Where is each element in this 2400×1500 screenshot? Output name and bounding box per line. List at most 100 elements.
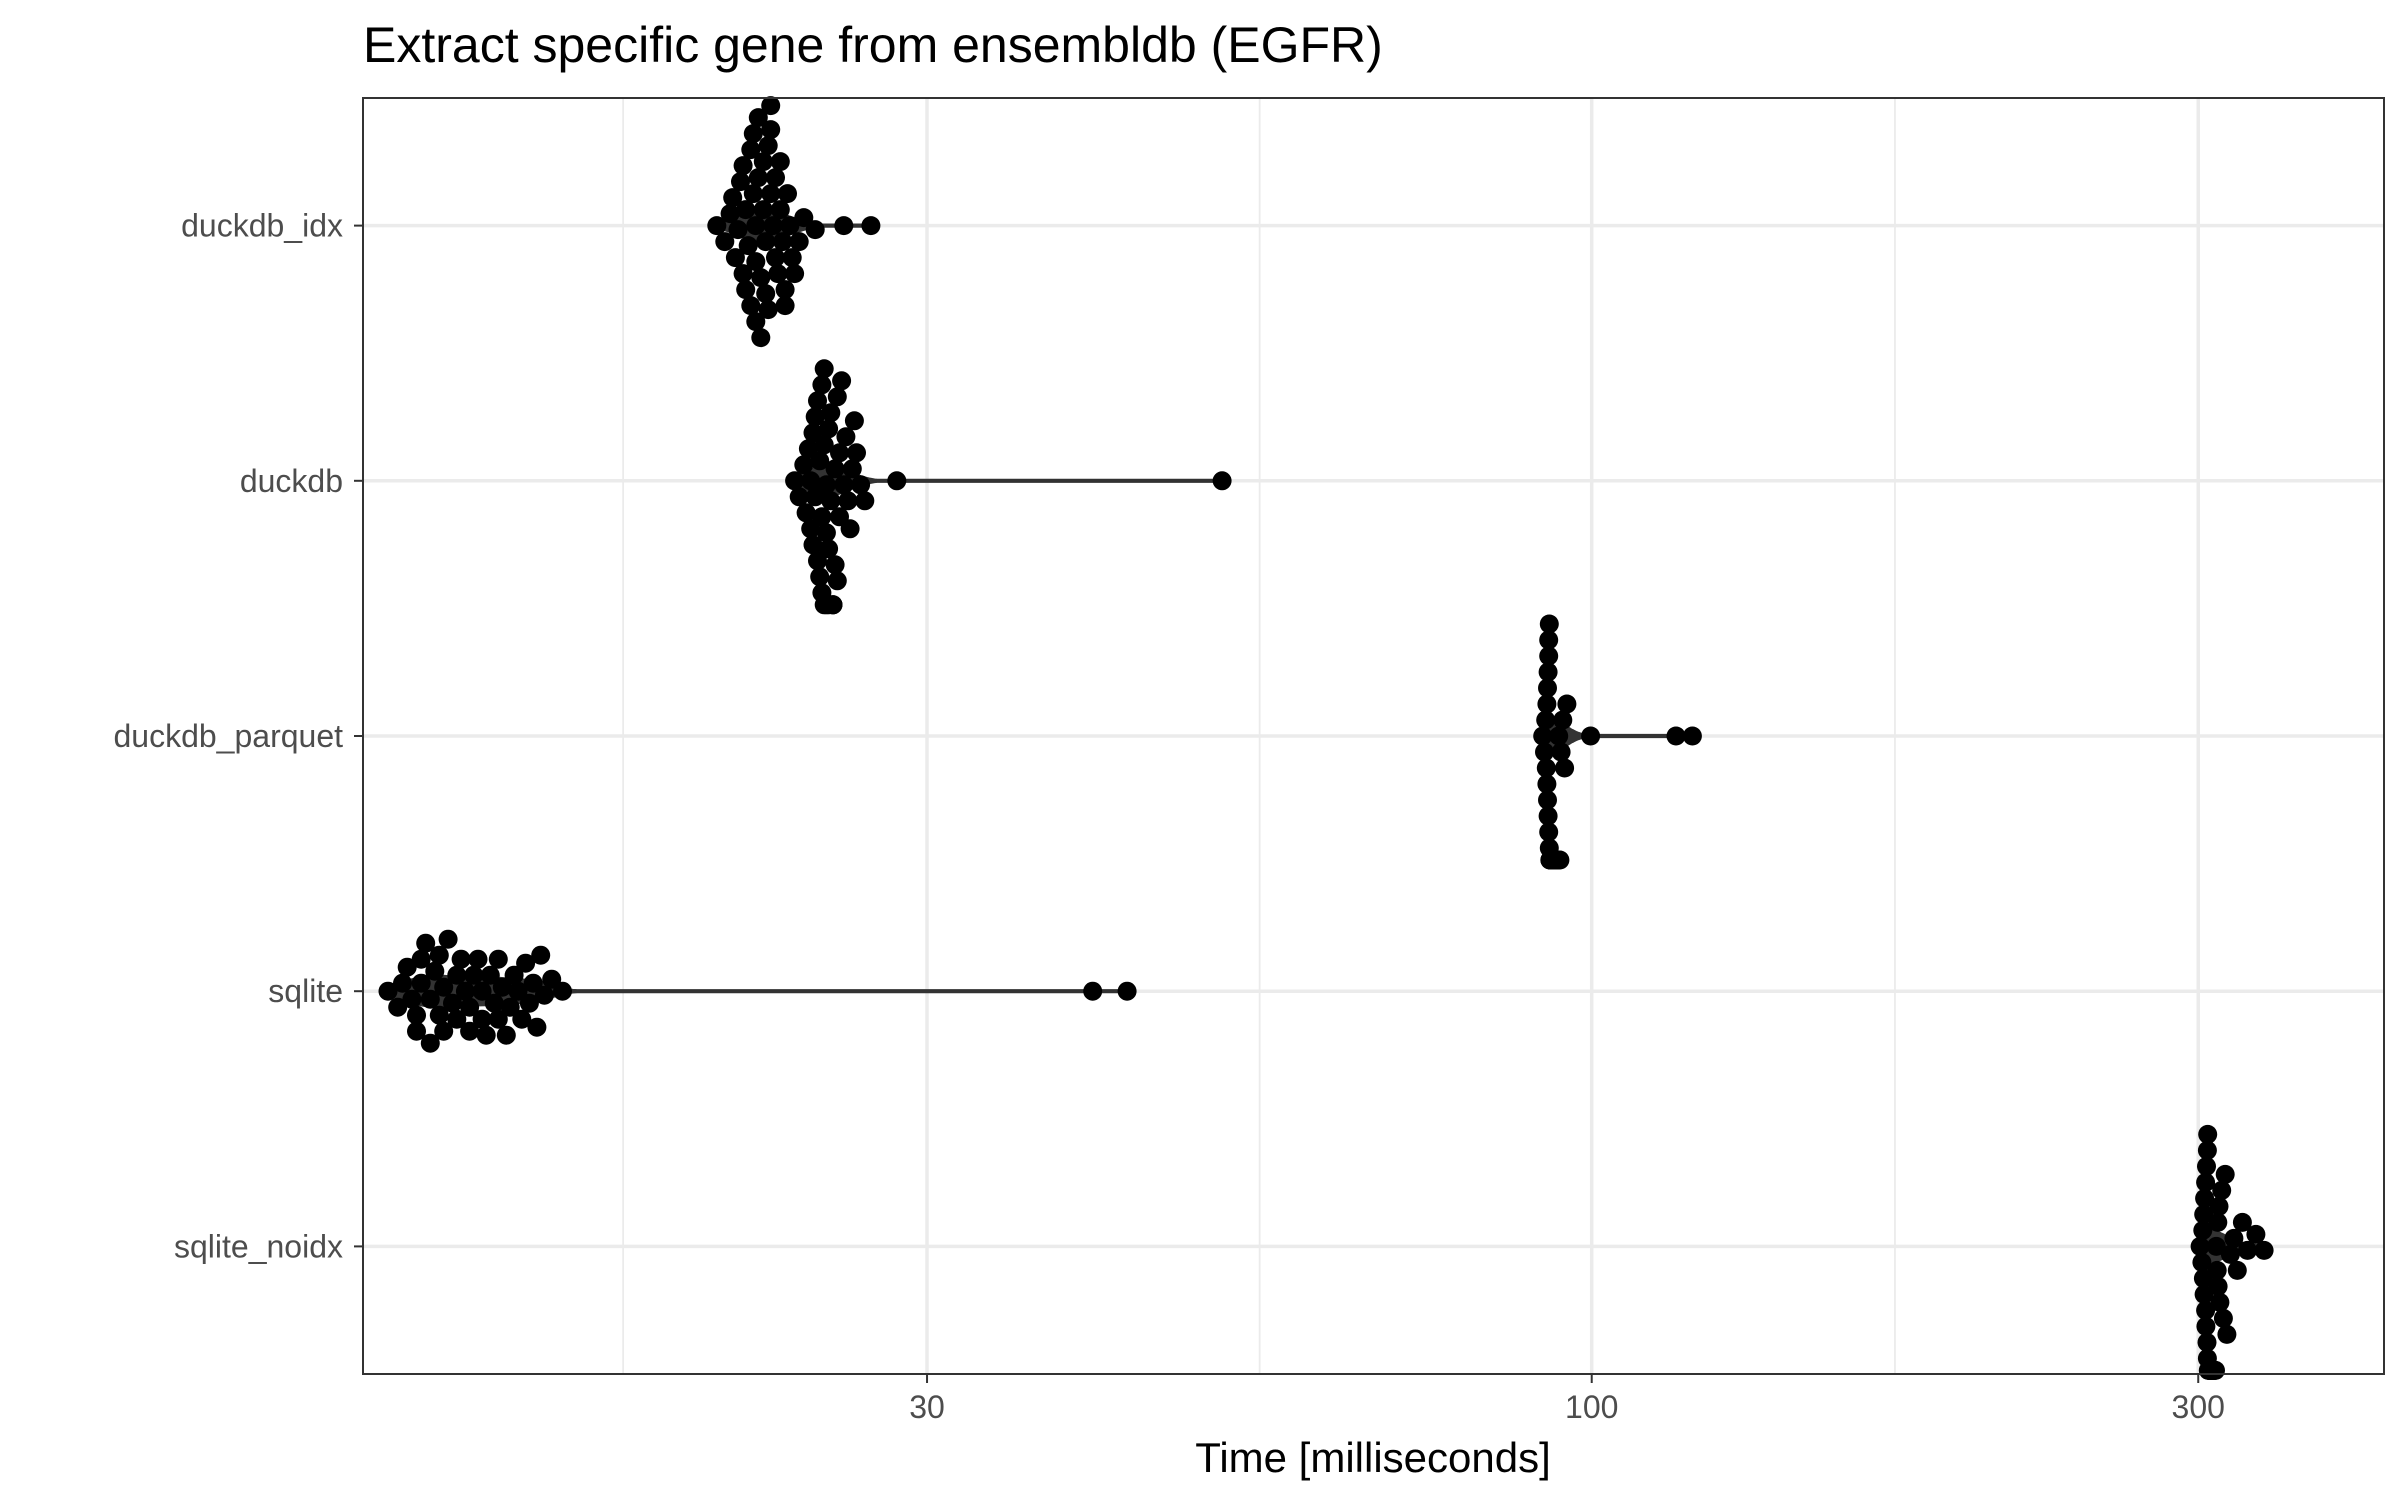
data-point-sqlite bbox=[443, 993, 462, 1013]
data-point-duckdb_idx bbox=[741, 140, 761, 160]
data-point-duckdb_idx bbox=[782, 248, 802, 268]
data-point-duckdb bbox=[844, 411, 864, 431]
data-point-duckdb bbox=[840, 519, 860, 539]
data-point-duckdb_idx bbox=[738, 236, 758, 256]
data-point-sqlite bbox=[516, 953, 536, 973]
data-point-sqlite bbox=[411, 949, 431, 969]
data-point-duckdb bbox=[796, 503, 816, 523]
data-point-duckdb_idx bbox=[751, 328, 771, 348]
data-point-sqlite_noidx bbox=[2208, 1276, 2228, 1296]
data-point-sqlite_noidx bbox=[2210, 1292, 2230, 1312]
data-point-sqlite bbox=[472, 981, 492, 1001]
data-point-duckdb bbox=[808, 391, 827, 411]
data-point-sqlite bbox=[378, 981, 398, 1001]
data-point-duckdb_idx bbox=[785, 264, 805, 284]
data-point-duckdb_parquet bbox=[1538, 662, 1558, 682]
data-point-sqlite_noidx bbox=[2213, 1308, 2233, 1328]
data-point-sqlite bbox=[553, 981, 572, 1001]
data-point-duckdb_idx bbox=[751, 268, 771, 288]
x-tick-label: 30 bbox=[909, 1389, 945, 1425]
data-point-duckdb_idx bbox=[715, 232, 735, 252]
data-point-sqlite_noidx bbox=[2217, 1324, 2237, 1344]
data-point-duckdb_parquet bbox=[1538, 806, 1558, 826]
data-point-sqlite bbox=[504, 965, 524, 985]
data-point-duckdb_idx bbox=[768, 264, 788, 284]
data-point-sqlite bbox=[492, 977, 512, 997]
y-tick-label: duckdb_idx bbox=[181, 208, 343, 244]
data-point-duckdb bbox=[812, 507, 832, 527]
data-point-duckdb bbox=[812, 375, 832, 395]
data-point-sqlite_noidx bbox=[2198, 1124, 2218, 1144]
data-point-duckdb_parquet bbox=[1553, 710, 1573, 730]
data-point-sqlite_noidx bbox=[2238, 1240, 2257, 1260]
data-point-duckdb_parquet bbox=[1550, 850, 1570, 870]
data-point-sqlite bbox=[407, 1005, 426, 1025]
data-point-sqlite bbox=[411, 973, 431, 993]
data-point-sqlite bbox=[484, 993, 504, 1013]
data-point-duckdb_parquet bbox=[1682, 726, 1702, 746]
data-point-duckdb_idx bbox=[723, 188, 743, 208]
data-point-sqlite_noidx bbox=[2206, 1360, 2225, 1380]
data-point-duckdb_idx bbox=[748, 168, 768, 188]
data-point-sqlite_noidx bbox=[2194, 1284, 2214, 1304]
data-point-duckdb_parquet bbox=[1555, 758, 1575, 778]
data-point-duckdb bbox=[830, 443, 849, 463]
data-marks bbox=[378, 96, 2274, 1380]
data-point-sqlite_noidx bbox=[2227, 1260, 2247, 1280]
data-point-sqlite bbox=[388, 997, 408, 1017]
data-point-duckdb_idx bbox=[756, 284, 776, 304]
data-point-duckdb bbox=[814, 435, 834, 455]
data-point-duckdb_parquet bbox=[1539, 822, 1559, 842]
data-point-sqlite bbox=[420, 1033, 440, 1053]
data-point-duckdb_idx bbox=[720, 204, 740, 224]
data-point-duckdb_idx bbox=[778, 184, 797, 204]
data-point-duckdb_idx bbox=[746, 312, 766, 332]
data-point-sqlite_noidx bbox=[2209, 1196, 2229, 1216]
data-point-duckdb_idx bbox=[766, 248, 785, 268]
data-point-sqlite_noidx bbox=[2207, 1260, 2227, 1280]
data-point-sqlite bbox=[464, 965, 484, 985]
y-tick-label: sqlite_noidx bbox=[174, 1228, 343, 1264]
data-point-sqlite_noidx bbox=[2195, 1188, 2215, 1208]
data-point-duckdb bbox=[821, 491, 841, 511]
data-point-sqlite bbox=[1083, 981, 1103, 1001]
data-point-duckdb bbox=[842, 459, 862, 479]
data-point-duckdb_idx bbox=[733, 156, 753, 176]
data-point-sqlite_noidx bbox=[2254, 1240, 2274, 1260]
data-point-duckdb bbox=[825, 555, 845, 575]
data-point-sqlite bbox=[512, 1009, 532, 1029]
data-point-duckdb_idx bbox=[766, 168, 785, 188]
y-tick-label: sqlite bbox=[268, 973, 343, 1009]
data-point-sqlite_noidx bbox=[2197, 1156, 2216, 1176]
data-point-duckdb bbox=[887, 471, 907, 491]
data-point-sqlite bbox=[531, 945, 551, 965]
data-point-duckdb bbox=[819, 419, 839, 439]
data-point-sqlite bbox=[402, 989, 422, 1009]
data-point-duckdb_idx bbox=[773, 232, 793, 252]
data-point-duckdb bbox=[823, 595, 843, 615]
data-point-duckdb bbox=[827, 571, 847, 591]
data-point-duckdb_idx bbox=[761, 184, 781, 204]
data-point-duckdb bbox=[825, 459, 845, 479]
data-point-duckdb_idx bbox=[775, 296, 795, 316]
x-tick-label: 300 bbox=[2172, 1389, 2225, 1425]
data-point-duckdb_idx bbox=[761, 96, 781, 116]
data-point-duckdb_idx bbox=[736, 200, 756, 220]
data-point-duckdb_idx bbox=[805, 220, 825, 240]
data-point-duckdb bbox=[816, 523, 836, 543]
data-point-sqlite_noidx bbox=[2232, 1212, 2252, 1232]
data-point-duckdb bbox=[789, 487, 809, 507]
data-point-duckdb_idx bbox=[758, 136, 778, 156]
data-point-duckdb bbox=[827, 387, 847, 407]
data-point-sqlite_noidx bbox=[2224, 1228, 2244, 1248]
data-point-sqlite bbox=[1117, 981, 1137, 1001]
data-point-sqlite_noidx bbox=[2193, 1268, 2213, 1288]
data-point-duckdb_idx bbox=[731, 172, 750, 192]
data-point-duckdb bbox=[803, 535, 823, 555]
y-tick-label: duckdb bbox=[240, 463, 343, 499]
data-point-duckdb_idx bbox=[861, 216, 881, 236]
data-point-duckdb_parquet bbox=[1551, 742, 1571, 762]
data-point-duckdb bbox=[838, 491, 858, 511]
data-point-duckdb_idx bbox=[789, 232, 809, 252]
data-point-duckdb_parquet bbox=[1536, 758, 1556, 778]
